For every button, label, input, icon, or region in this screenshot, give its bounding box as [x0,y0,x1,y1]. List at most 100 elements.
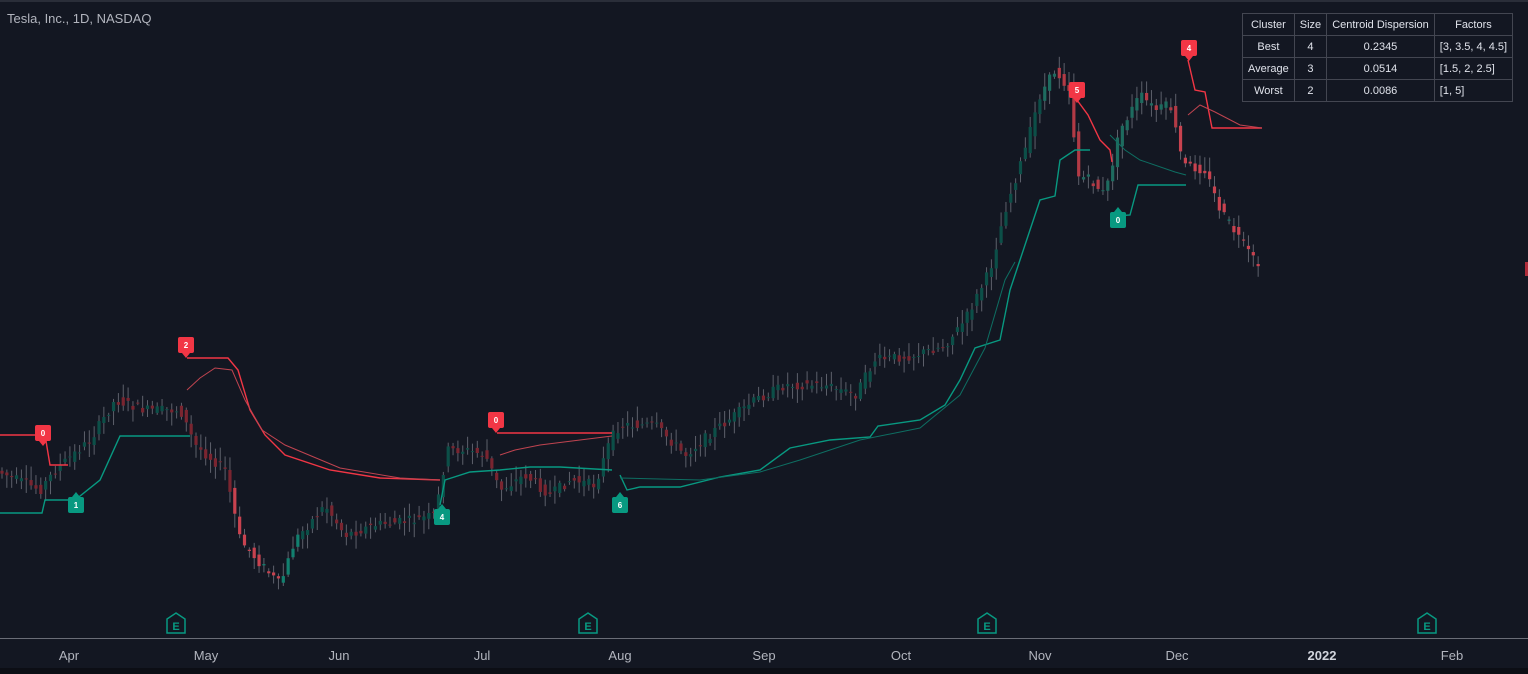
candle-body [34,485,38,489]
candle-body [781,387,785,391]
supertrend-lower-2 [439,466,613,506]
signal-pointer [438,504,446,509]
buy-signal-label: 0 [1110,207,1126,228]
candle-body [1212,186,1217,194]
cell-dispersion: 0.0086 [1326,79,1435,102]
candle-body [587,478,591,485]
candle-body [369,523,373,526]
candle-body [732,412,736,422]
candle-body [262,564,266,566]
x-tick-label: Jul [473,648,491,663]
stats-row-average: Average 3 0.0514 [1.5, 2, 2.5] [1242,57,1514,80]
candle-body [10,476,14,478]
candle-body [902,356,906,359]
supertrend-lower-4b [1109,134,1187,176]
signal-badge [1181,40,1197,56]
signal-score: 0 [494,416,499,425]
candle-body [0,470,4,474]
candle-body [475,447,479,454]
candle-body [291,548,295,558]
cell-cluster: Best [1242,35,1295,58]
candle-body [97,421,101,435]
candle-body [912,356,916,358]
signal-pointer [182,353,190,358]
candle-body [635,420,639,428]
x-tick-label: Nov [1028,648,1052,663]
candle-body [698,445,702,447]
candle-body [883,356,887,360]
candle-body [529,473,533,481]
candle-body [524,474,528,479]
sell-signal-label: 2 [178,337,194,358]
candle-body [78,452,82,454]
candle-body [427,513,431,519]
signal-pointer [39,441,47,446]
supertrend-upper-1 [0,434,68,466]
candle-body [931,350,935,354]
candle-body [1048,74,1052,91]
earnings-e-icon[interactable]: E [977,612,997,634]
signal-pointer [1114,207,1122,212]
candle-body [834,389,838,391]
candle-body [936,347,940,349]
candle-body [301,531,305,540]
candle-body [887,355,892,357]
candle-body [1198,164,1202,174]
candle-body [373,526,378,530]
candle-body [470,451,475,453]
signal-score: 0 [41,429,46,438]
candle-body [281,576,285,583]
candle-body [601,458,605,477]
candle-body [621,426,625,428]
sell-signal-label: 0 [488,412,504,433]
candle-body [592,483,596,488]
signal-badge [35,425,51,441]
signal-score: 6 [618,501,623,510]
candle-body [999,226,1003,243]
candle-body [1256,264,1260,267]
earnings-e-icon[interactable]: E [578,612,598,634]
candle-body [616,433,620,439]
candle-body [1086,174,1090,177]
signal-badge [1069,82,1085,98]
candle-body [640,424,644,426]
signal-pointer [492,428,500,433]
candle-body [582,480,586,487]
cell-cluster: Worst [1242,79,1295,102]
cell-size: 3 [1293,57,1328,80]
candle-body [693,448,698,452]
candle-body [218,461,222,463]
candle-body [388,524,392,526]
candle-body [650,421,654,423]
supertrend-upper-4 [1076,99,1113,163]
signal-badge [68,497,84,513]
candle-body [1077,131,1081,177]
candle-body [1203,170,1207,174]
candle-body [989,268,993,277]
candle-body [820,387,824,389]
supertrend-upper-2b [186,367,441,481]
candle-body [703,433,707,448]
earnings-e-icon[interactable]: E [1417,612,1437,634]
candle-body [466,448,470,450]
candle-body [548,492,552,494]
candle-body [286,558,290,575]
earnings-e-icon[interactable]: E [166,612,186,634]
x-tick-label: Feb [1440,648,1464,663]
signal-badge [1110,212,1126,228]
candle-body [1057,67,1061,79]
candle-body [1038,99,1042,115]
candle-body [272,572,276,576]
candle-body [199,447,203,450]
candle-body [44,480,48,490]
earnings-letter: E [584,621,591,633]
x-tick-label: Jun [328,648,350,663]
candle-body [485,450,489,459]
top-border [0,0,1528,2]
candle-body [766,397,770,399]
candle-body [29,480,33,486]
candle-body [184,409,188,423]
candle-body [194,435,198,445]
candle-body [679,443,683,451]
